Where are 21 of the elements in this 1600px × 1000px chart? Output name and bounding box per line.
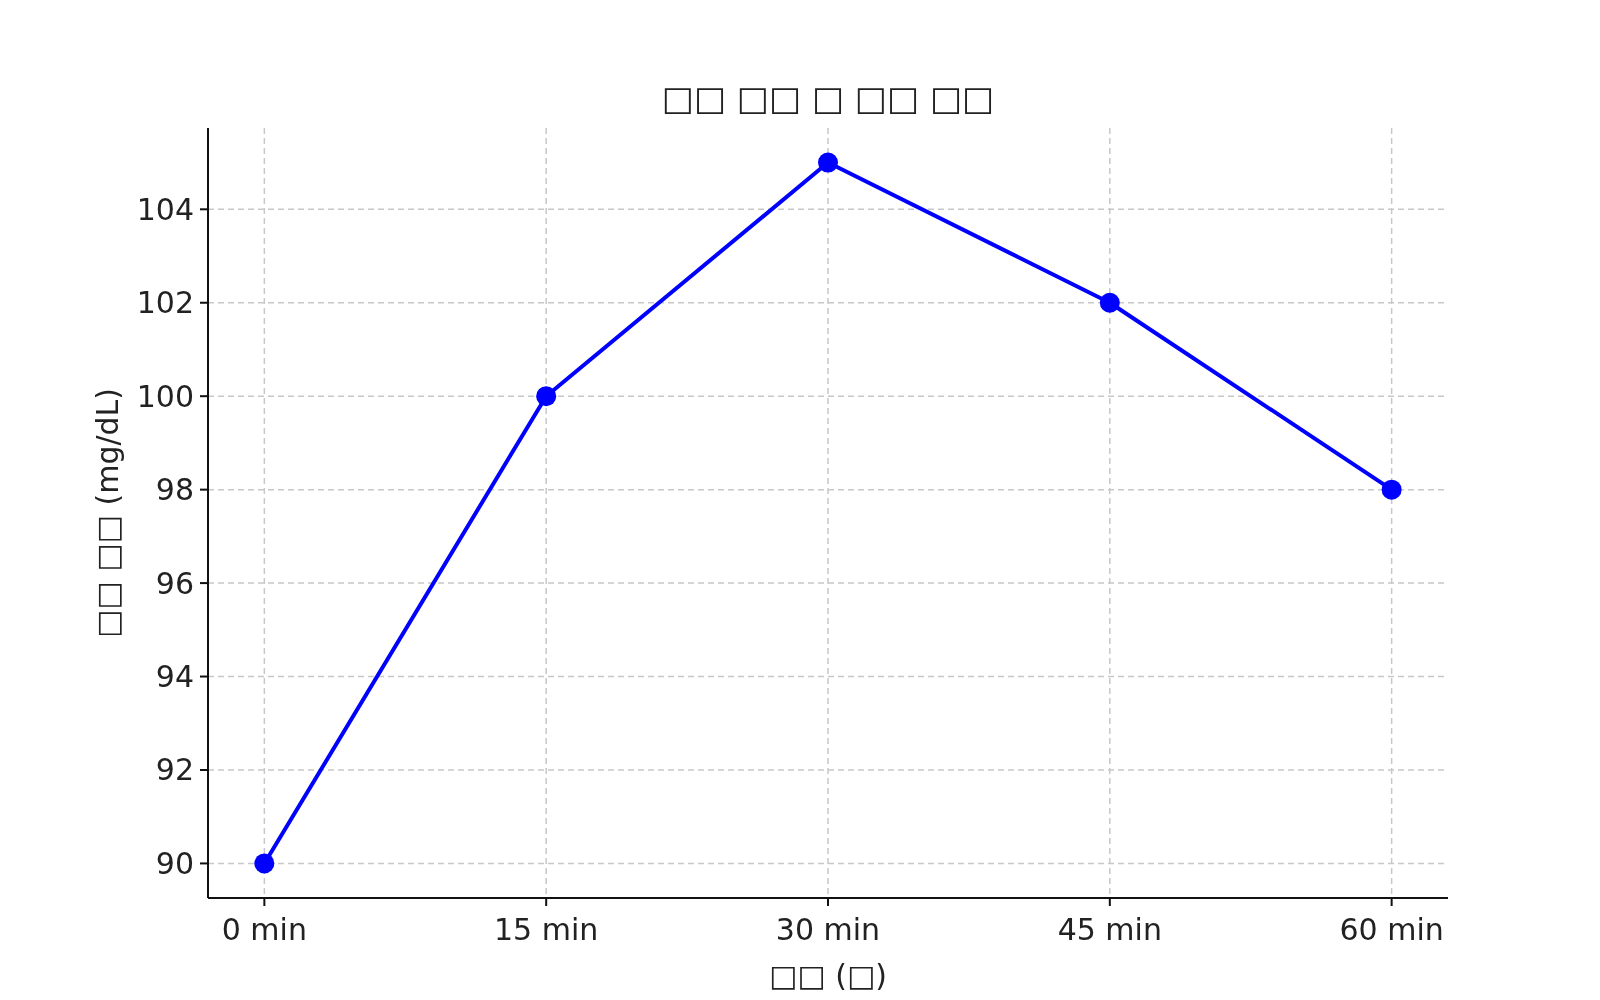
y-tick-label: 94 [155,659,194,695]
x-tick-label: 45 min [1057,912,1162,947]
y-tick-label: 96 [155,565,194,601]
point [1381,479,1402,500]
chart-title: □□ □□ □ □□ □□ [661,78,995,118]
x-tick-label: 30 min [775,912,881,947]
x-tick-label: 15 min [494,912,599,947]
x-tick-label: 0 min [221,912,307,947]
point [254,853,275,874]
y-tick-label: 100 [136,378,194,414]
point [536,386,557,407]
y-tick-label: 102 [136,285,194,321]
y-tick-label: 98 [155,472,194,508]
x-tick-label: 60 min [1339,912,1444,947]
x-axis-title: □□ (□) [769,958,887,993]
y-tick-label: 92 [155,752,194,788]
y-tick-label: 104 [136,191,194,227]
y-tick-label: 90 [155,845,194,881]
y-axis-title: □□ □□ (mg/dL) [90,388,125,638]
point [818,152,838,173]
point [1099,292,1120,313]
